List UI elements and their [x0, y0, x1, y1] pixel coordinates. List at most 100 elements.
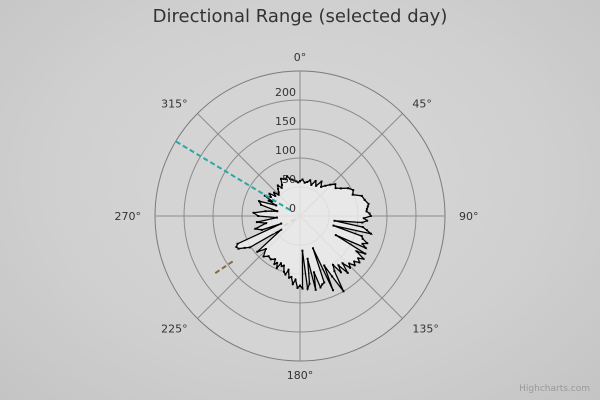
data-point — [366, 205, 369, 208]
data-point — [276, 210, 279, 213]
data-point — [274, 194, 277, 197]
data-point — [321, 283, 324, 286]
data-point — [269, 258, 272, 261]
data-point — [333, 270, 336, 273]
labels: 0 50 100 150 200 0° 45° 90° 135° 180° 225° 270° 315° — [115, 51, 479, 382]
data-point — [365, 229, 368, 232]
data-point — [260, 228, 263, 231]
data-point — [329, 183, 332, 186]
data-point — [236, 242, 239, 245]
data-point — [369, 215, 372, 217]
data-point — [281, 183, 283, 186]
data-point — [323, 264, 326, 267]
data-point — [279, 262, 282, 265]
data-point — [341, 262, 344, 265]
data-point — [339, 187, 342, 190]
data-point — [332, 224, 335, 227]
data-point — [280, 265, 283, 268]
data-point — [280, 177, 282, 180]
radial-tick-label: 200 — [275, 86, 296, 99]
data-point — [365, 208, 368, 210]
data-point — [367, 202, 370, 205]
data-point — [314, 180, 317, 182]
data-point — [296, 286, 299, 289]
data-point — [323, 281, 326, 284]
data-point — [360, 235, 363, 238]
data-point — [276, 261, 279, 264]
data-point — [299, 180, 301, 183]
data-point — [275, 204, 278, 207]
data-point — [315, 184, 318, 187]
data-point — [262, 255, 265, 258]
data-point — [280, 228, 283, 231]
data-point — [258, 200, 261, 203]
data-point — [353, 264, 356, 267]
data-point — [275, 216, 278, 219]
data-point — [361, 226, 364, 229]
data-point — [269, 196, 272, 198]
data-point — [342, 290, 345, 293]
series-layer — [175, 140, 374, 293]
data-point — [248, 246, 251, 249]
data-point — [301, 249, 304, 252]
data-point — [290, 275, 293, 278]
dashed-ray — [272, 218, 296, 234]
data-point — [294, 278, 297, 281]
data-point — [286, 175, 289, 178]
data-point — [237, 247, 240, 250]
data-point — [332, 289, 334, 292]
data-point — [268, 192, 271, 195]
data-point — [299, 284, 301, 287]
data-point — [306, 287, 309, 290]
data-point — [360, 194, 363, 197]
data-point — [303, 181, 306, 184]
data-point — [260, 203, 262, 206]
data-point — [361, 242, 364, 245]
data-point — [273, 191, 276, 194]
data-point — [320, 185, 323, 188]
data-point — [277, 193, 280, 196]
series-area — [236, 176, 371, 292]
radial-tick-label: 50 — [282, 173, 296, 186]
data-point — [361, 221, 364, 224]
data-point — [295, 180, 298, 183]
data-point — [339, 271, 342, 274]
data-point — [289, 178, 292, 180]
data-point — [347, 187, 350, 190]
data-point — [277, 188, 280, 190]
data-point — [235, 246, 238, 248]
data-point — [243, 246, 246, 249]
data-point — [265, 222, 267, 225]
data-point — [337, 264, 340, 267]
data-point — [280, 222, 283, 225]
data-point — [308, 282, 311, 285]
data-point — [284, 273, 287, 276]
data-point — [357, 257, 360, 260]
dashed-ray — [212, 260, 234, 276]
angle-label: 135° — [412, 322, 439, 335]
data-point — [363, 198, 366, 201]
data-point — [301, 178, 304, 181]
data-point — [358, 261, 361, 264]
data-point — [256, 250, 259, 253]
data-point — [334, 234, 337, 237]
data-point — [324, 184, 327, 187]
angle-label: 0° — [294, 51, 307, 64]
data-point — [333, 219, 336, 222]
data-point — [291, 283, 294, 286]
data-point — [361, 237, 364, 240]
data-point — [364, 252, 367, 255]
data-point — [275, 266, 278, 269]
data-point — [362, 217, 365, 220]
radial-tick-label: 100 — [275, 144, 296, 157]
data-point — [332, 264, 335, 266]
data-point — [255, 221, 258, 224]
data-point — [351, 193, 354, 196]
data-point — [353, 260, 356, 263]
credits-link[interactable]: Highcharts.com — [519, 384, 590, 394]
data-point — [362, 257, 365, 260]
data-point — [334, 187, 337, 190]
data-point — [319, 286, 322, 289]
data-point — [254, 227, 257, 230]
